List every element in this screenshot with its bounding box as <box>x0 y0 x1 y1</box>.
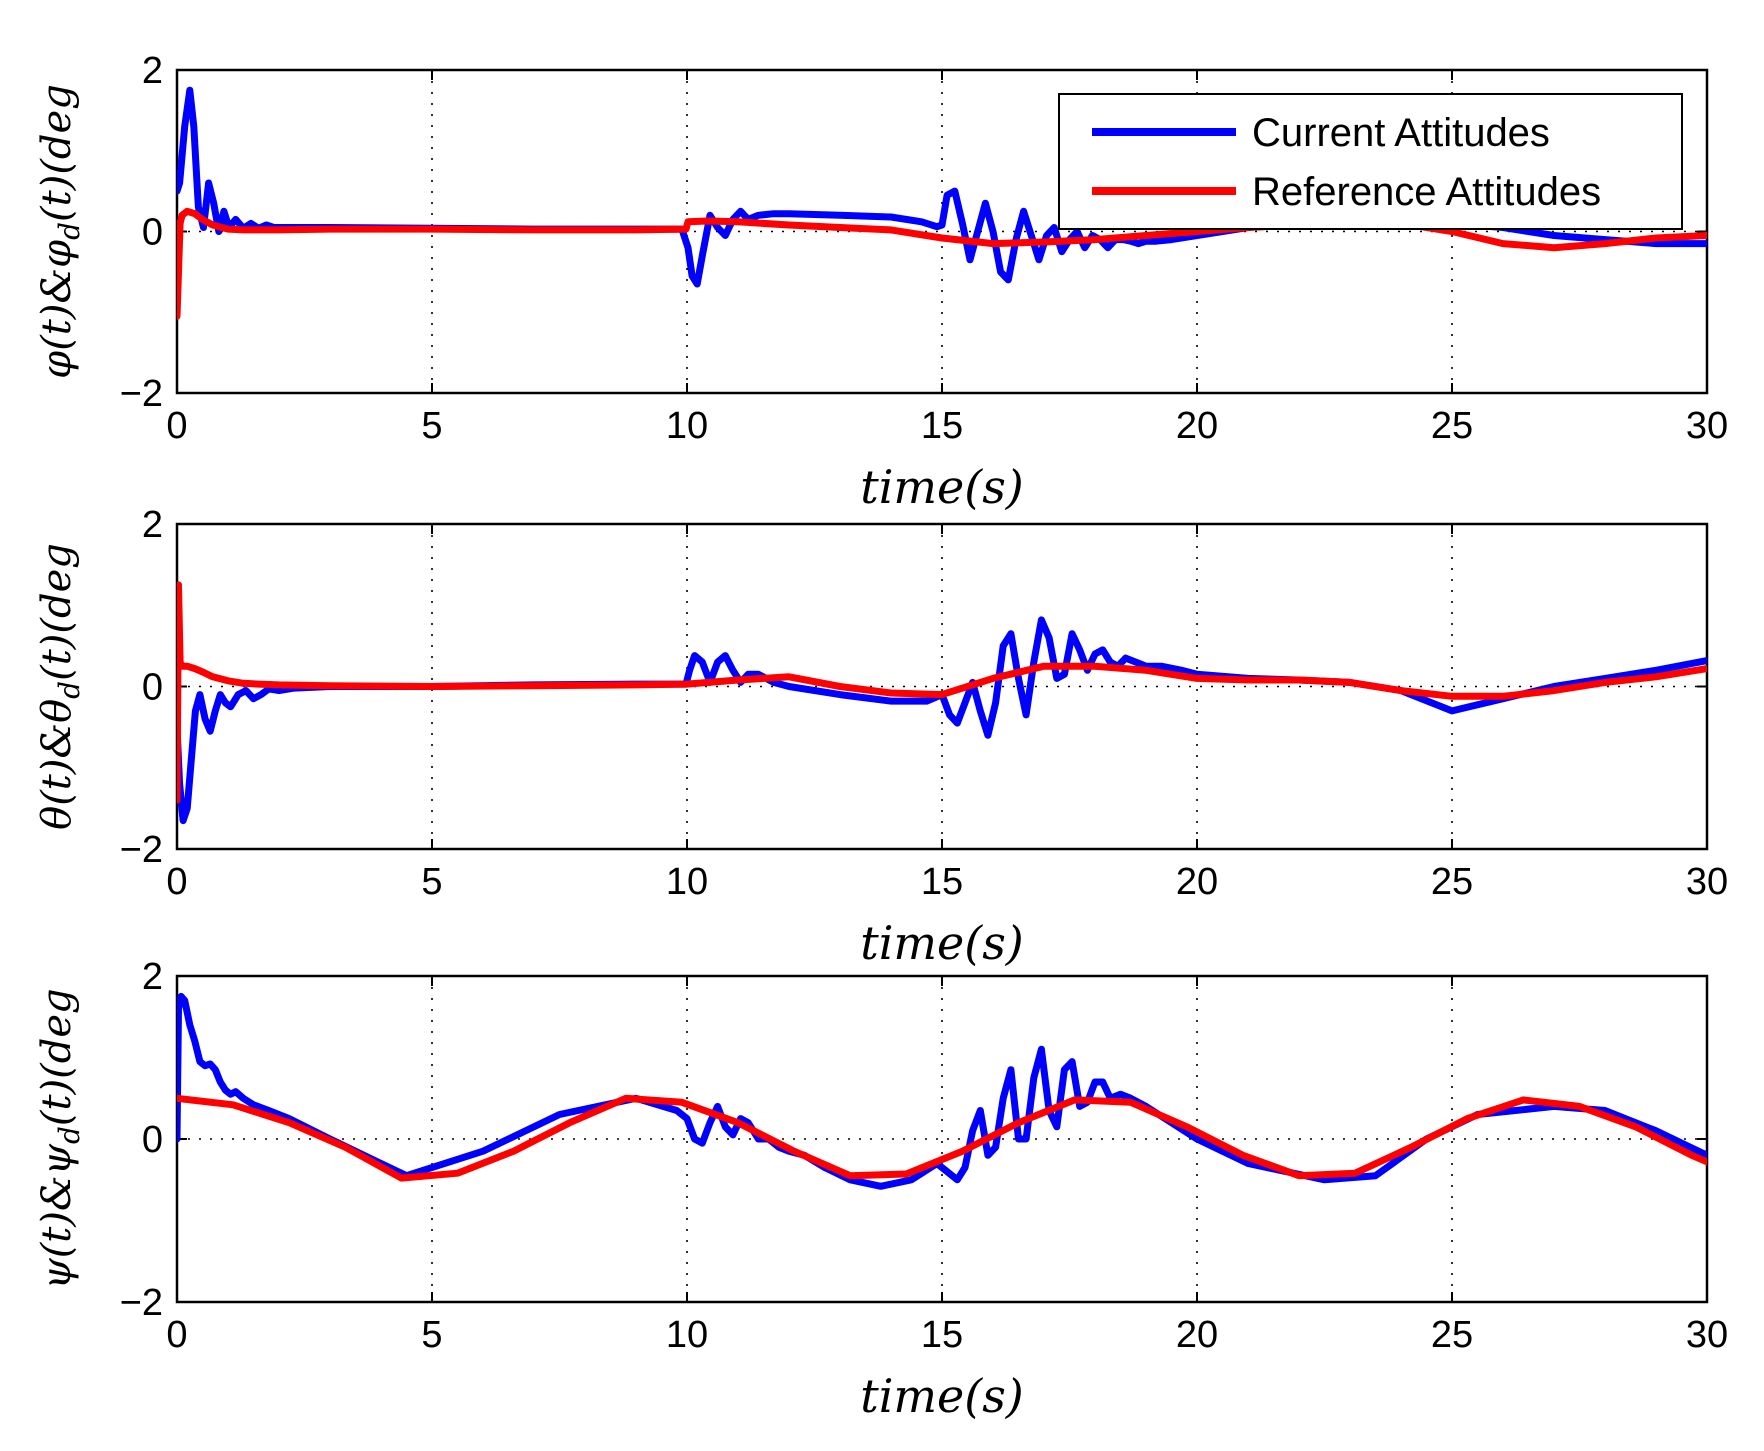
series-line-current-attitudes <box>177 992 1707 1190</box>
y-axis-label-main: ψ(t)&ψ <box>34 1143 80 1289</box>
x-tick-label: 15 <box>921 1314 963 1356</box>
y-tick-label: 2 <box>142 504 163 546</box>
series-line-reference-attitudes <box>177 1094 1707 1182</box>
y-axis-label-tail: (t)(deg <box>34 84 80 222</box>
y-tick-label: −2 <box>120 829 163 871</box>
y-axis-label-tail: (t)(deg <box>34 988 80 1126</box>
x-tick-label: 20 <box>1176 861 1218 903</box>
y-axis-label: θ(t)&θd(t)(deg <box>34 543 86 830</box>
y-tick-label: 0 <box>142 1119 163 1161</box>
y-tick-label: 2 <box>142 50 163 92</box>
y-axis-label-tail: (t)(deg <box>34 543 80 681</box>
y-tick-label: −2 <box>120 373 163 415</box>
legend: Current Attitudes Reference Attitudes <box>1058 93 1683 230</box>
x-axis-label: time(s) <box>860 916 1024 970</box>
x-tick-label: 5 <box>421 861 442 903</box>
y-tick-label: 2 <box>142 956 163 998</box>
axes-frame <box>175 974 1709 1304</box>
x-tick-label: 0 <box>166 405 187 447</box>
y-axis-label-subscript: d <box>53 681 86 699</box>
series-line-current-attitudes <box>177 86 1707 288</box>
y-axis-label-main: θ(t)&θ <box>34 699 80 830</box>
x-tick-label: 30 <box>1686 861 1728 903</box>
x-tick-label: 25 <box>1431 1314 1473 1356</box>
y-axis-label-subscript: d <box>53 1126 86 1144</box>
x-tick-label: 0 <box>166 861 187 903</box>
y-tick-label: 0 <box>142 667 163 709</box>
y-tick-label: −2 <box>120 1282 163 1324</box>
x-axis-label: time(s) <box>860 460 1024 514</box>
x-tick-label: 5 <box>421 1314 442 1356</box>
x-tick-label: 20 <box>1176 1314 1218 1356</box>
x-tick-label: 10 <box>666 861 708 903</box>
x-tick-label: 30 <box>1686 405 1728 447</box>
y-tick-label: 0 <box>142 212 163 254</box>
x-tick-label: 15 <box>921 405 963 447</box>
x-tick-label: 25 <box>1431 405 1473 447</box>
series-line-reference-attitudes <box>177 581 1707 804</box>
x-tick-label: 0 <box>166 1314 187 1356</box>
y-axis-label-main: φ(t)&φ <box>34 240 80 379</box>
y-axis-label: ψ(t)&ψd(t)(deg <box>34 988 86 1289</box>
x-axis-label: time(s) <box>860 1369 1024 1423</box>
x-tick-label: 10 <box>666 1314 708 1356</box>
x-tick-label: 25 <box>1431 861 1473 903</box>
x-tick-label: 10 <box>666 405 708 447</box>
x-tick-label: 30 <box>1686 1314 1728 1356</box>
x-tick-label: 20 <box>1176 405 1218 447</box>
x-tick-label: 15 <box>921 861 963 903</box>
legend-label: Reference Attitudes <box>1252 170 1601 214</box>
x-tick-label: 5 <box>421 405 442 447</box>
legend-label: Current Attitudes <box>1252 111 1550 155</box>
legend-box <box>1058 93 1683 230</box>
y-axis-label-subscript: d <box>53 222 86 240</box>
y-axis-label: φ(t)&φd(t)(deg <box>34 84 86 379</box>
